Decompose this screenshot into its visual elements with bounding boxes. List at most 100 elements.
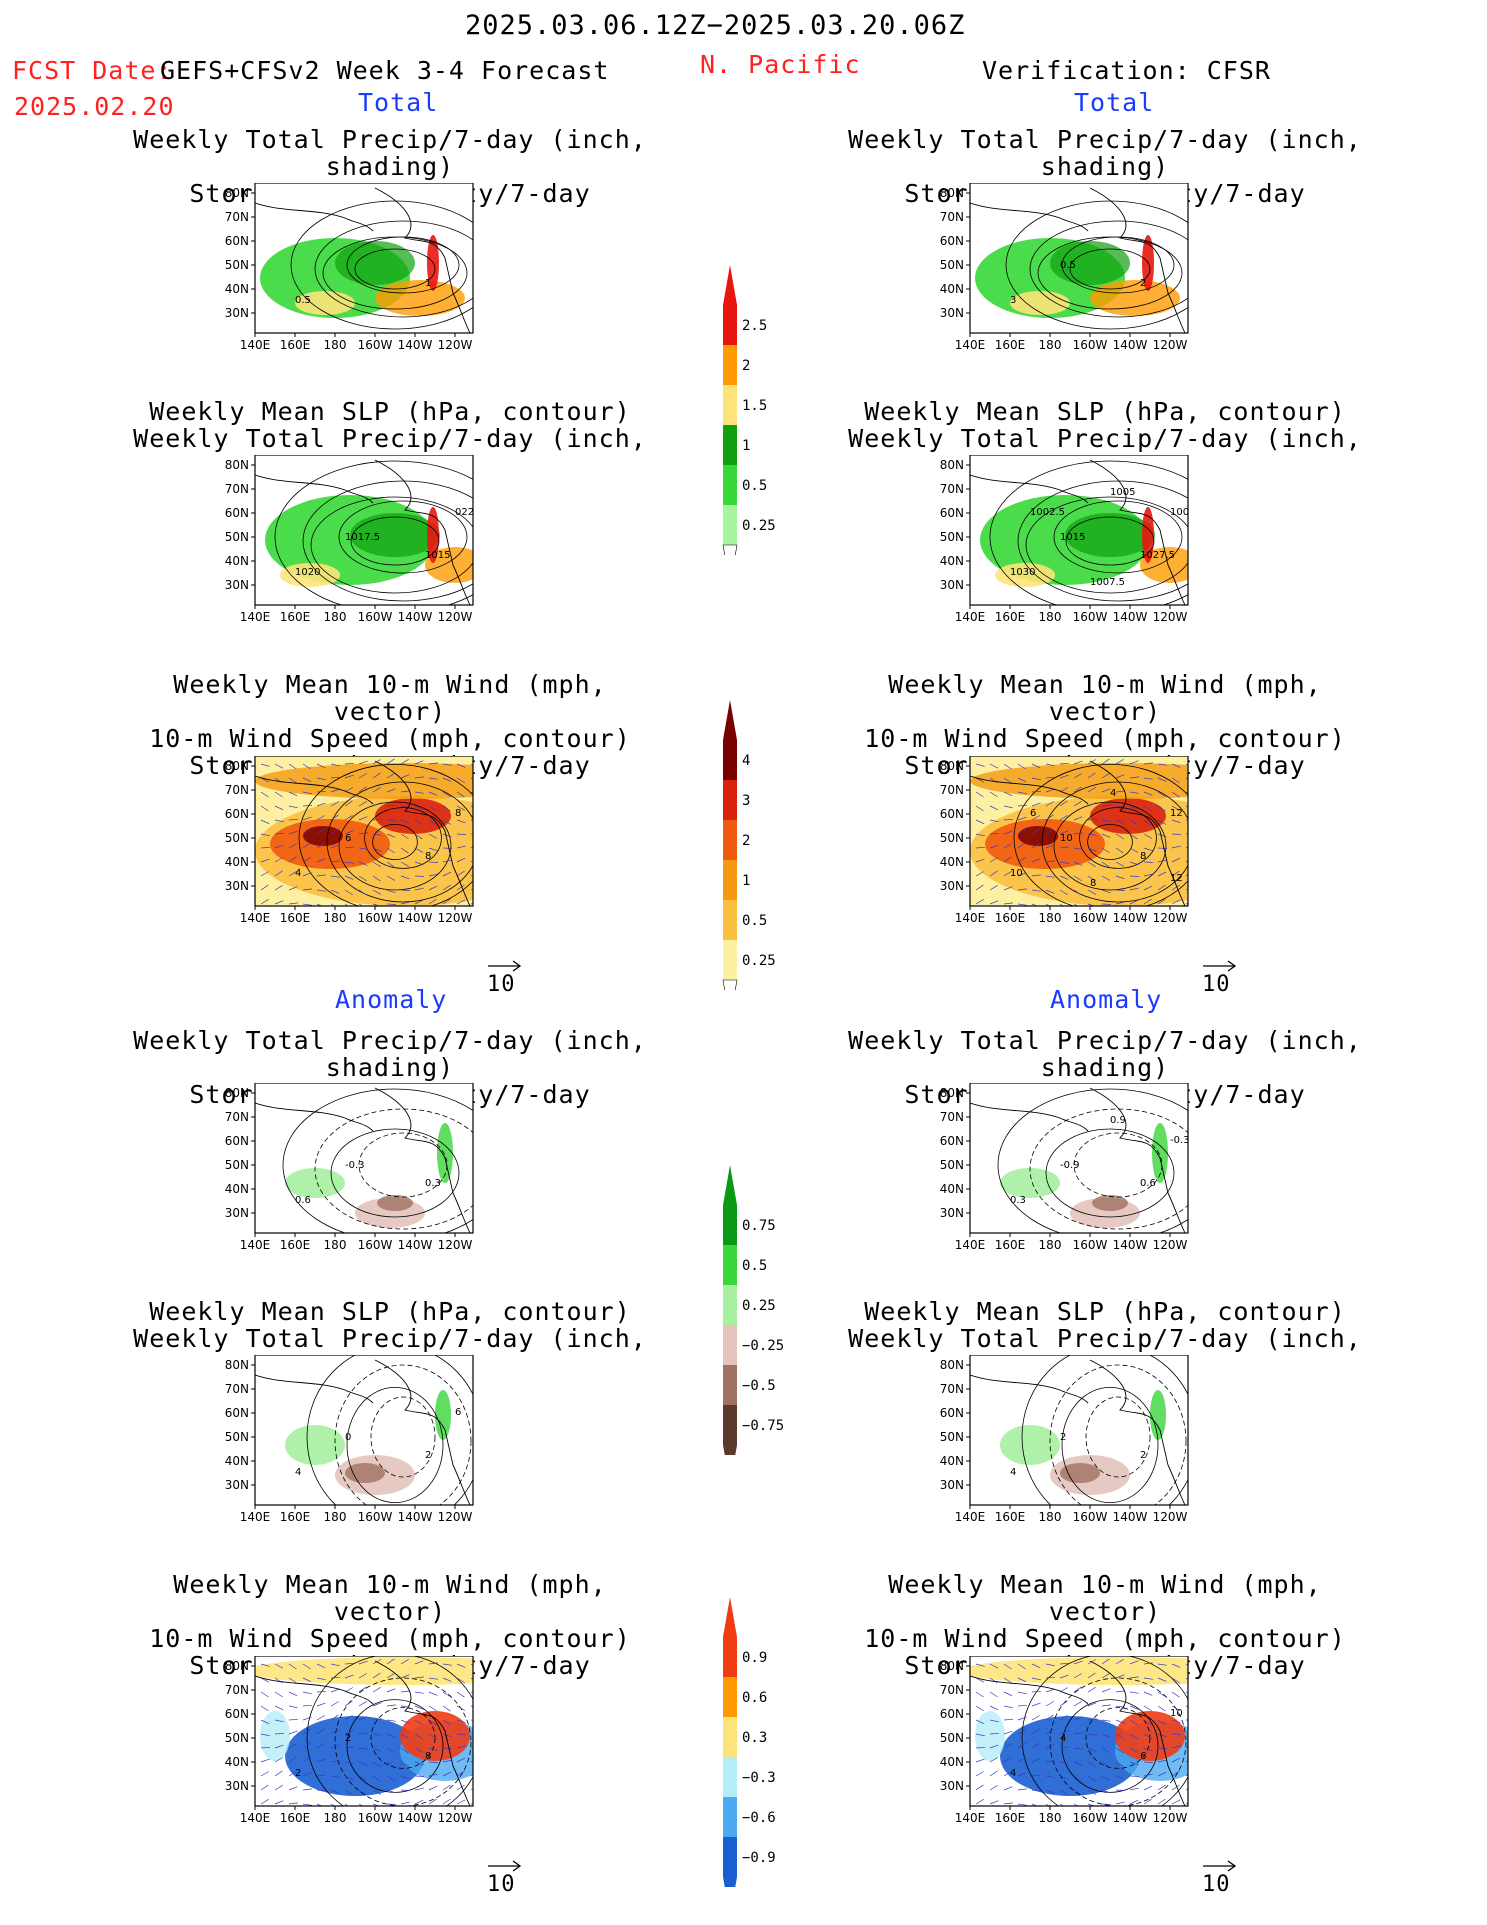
colorbar-level-label: −0.25 bbox=[742, 1338, 784, 1354]
wind-vector bbox=[330, 860, 340, 863]
shading-region bbox=[1065, 513, 1155, 557]
wind-vector bbox=[400, 1775, 410, 1780]
wind-vector bbox=[1101, 1733, 1111, 1738]
wind-vector bbox=[1073, 1747, 1083, 1750]
lat-label: 30N bbox=[940, 306, 964, 320]
shading-region bbox=[295, 291, 355, 315]
wind-vector bbox=[372, 802, 382, 807]
wind-vector bbox=[1129, 1719, 1138, 1726]
lat-label: 60N bbox=[940, 506, 964, 520]
wind-vector bbox=[1087, 818, 1097, 821]
map-panel: 10 8 10 12 4 6 8 12 80N 70N 60N 50N 40N 30N 140E 160E 18… bbox=[940, 756, 1189, 925]
wind-vector bbox=[302, 1691, 312, 1695]
wind-vector bbox=[989, 1800, 999, 1805]
contour-label: 10 bbox=[1060, 833, 1073, 844]
wind-vector bbox=[1101, 889, 1111, 894]
colorbar-segment bbox=[723, 1325, 737, 1365]
wind-vector bbox=[316, 889, 326, 892]
wind-vector bbox=[1101, 1761, 1110, 1768]
contour-line bbox=[1079, 807, 1157, 869]
wind-vector bbox=[358, 1775, 367, 1782]
wind-vector bbox=[1003, 791, 1013, 797]
wind-vector bbox=[1031, 828, 1040, 835]
wind-vector bbox=[456, 845, 466, 849]
wind-vector bbox=[1059, 846, 1069, 849]
contour-line bbox=[310, 496, 473, 594]
lat-label: 50N bbox=[940, 831, 964, 845]
contour-line bbox=[1049, 1364, 1187, 1505]
wind-vector bbox=[1185, 791, 1188, 794]
wind-vector bbox=[288, 886, 298, 891]
wind-vector bbox=[330, 1701, 339, 1707]
shading-region bbox=[255, 763, 473, 799]
wind-vector bbox=[1017, 1704, 1028, 1707]
lon-label: 120W bbox=[438, 1811, 473, 1825]
lat-label: 70N bbox=[940, 1683, 964, 1697]
lat-label: 60N bbox=[225, 234, 249, 248]
wind-vector bbox=[428, 1773, 438, 1777]
shading-region bbox=[1140, 547, 1188, 583]
map-panel: 1020 1015 1017.5 022.5 80N 70N 60N 50N 40N 30N 140… bbox=[225, 455, 474, 624]
wind-vector bbox=[358, 1660, 368, 1665]
wind-vector bbox=[989, 857, 998, 863]
colorbar-level-label: 1.5 bbox=[742, 398, 767, 414]
wind-vector bbox=[1031, 802, 1041, 807]
wind-vector bbox=[442, 1719, 452, 1725]
coastline bbox=[374, 1660, 471, 1806]
wind-vector bbox=[1171, 1705, 1181, 1711]
wind-vector bbox=[442, 1677, 452, 1682]
shading-region bbox=[1000, 1716, 1140, 1796]
colorbar-level-label: 0.25 bbox=[742, 953, 776, 969]
lat-label: 80N bbox=[225, 1358, 249, 1372]
wind-vector bbox=[1157, 884, 1166, 891]
shading-region bbox=[427, 507, 439, 563]
wind-vector bbox=[386, 889, 396, 894]
wind-vector bbox=[1157, 871, 1167, 877]
wind-vector bbox=[1143, 1662, 1153, 1665]
wind-vector bbox=[428, 1677, 438, 1680]
wind-vector bbox=[456, 805, 466, 811]
wind-vector bbox=[1185, 777, 1188, 780]
lon-label: 160W bbox=[358, 1811, 393, 1825]
wind-vector bbox=[456, 1663, 466, 1668]
wind-vector bbox=[316, 763, 326, 769]
wind-vector bbox=[288, 830, 298, 835]
plot-frame bbox=[254, 756, 474, 907]
wind-vector bbox=[428, 833, 438, 839]
wind-vector bbox=[1003, 1756, 1012, 1763]
wind-vector bbox=[1129, 899, 1139, 905]
wind-vector bbox=[386, 1704, 396, 1707]
coastline bbox=[1089, 459, 1186, 605]
wind-vector bbox=[372, 861, 381, 868]
wind-vector bbox=[1171, 819, 1181, 824]
vector-reference-value: 10 bbox=[1202, 972, 1231, 997]
wind-vector bbox=[1185, 763, 1188, 766]
contour-line bbox=[1065, 516, 1155, 566]
wind-vector bbox=[1101, 861, 1110, 868]
wind-vector bbox=[1143, 898, 1152, 905]
wind-vector bbox=[414, 776, 424, 779]
wind-vector bbox=[1031, 763, 1041, 769]
wind-vector bbox=[470, 1746, 473, 1749]
lon-label: 140E bbox=[240, 911, 271, 925]
contour-line bbox=[1053, 801, 1167, 891]
wind-vector bbox=[1003, 1718, 1014, 1721]
wind-vector bbox=[1045, 814, 1054, 821]
wind-vector bbox=[400, 819, 410, 824]
lat-label: 40N bbox=[225, 554, 249, 568]
wind-vector bbox=[1017, 888, 1027, 891]
lat-label: 70N bbox=[940, 210, 964, 224]
wind-vector bbox=[358, 1673, 367, 1679]
wind-vector bbox=[428, 762, 438, 765]
wind-vector bbox=[1045, 788, 1055, 793]
wind-vector bbox=[989, 763, 999, 769]
vector-reference-value: 10 bbox=[1202, 1872, 1231, 1897]
wind-vector bbox=[1171, 1691, 1180, 1698]
lon-label: 140E bbox=[240, 610, 271, 624]
wind-vector bbox=[456, 1770, 465, 1777]
wind-vector bbox=[386, 1789, 396, 1794]
plot-frame bbox=[254, 1355, 474, 1506]
vector-reference: 10 bbox=[480, 1860, 540, 1900]
wind-vector bbox=[1003, 1743, 1012, 1749]
